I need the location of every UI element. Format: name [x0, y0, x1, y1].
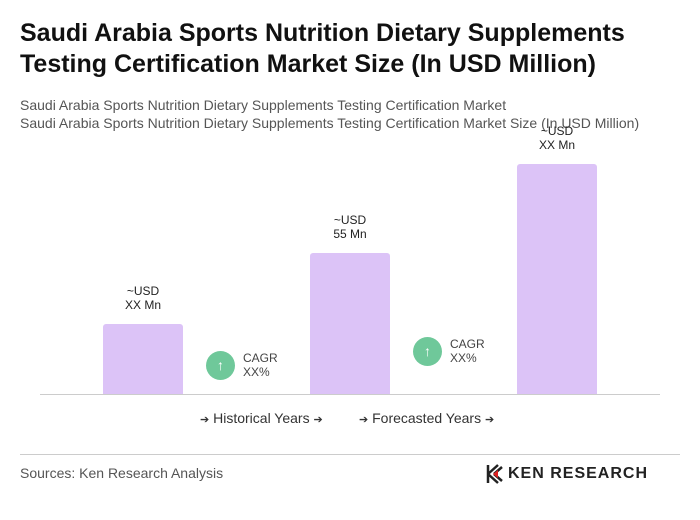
cagr-label: CAGR XX% [243, 351, 278, 379]
value-label: ~USD XX Mn [538, 124, 575, 152]
baseline [40, 394, 660, 395]
subtitle: Saudi Arabia Sports Nutrition Dietary Su… [20, 97, 507, 113]
bar [103, 323, 183, 394]
value-label: ~USD 55 Mn [333, 213, 367, 242]
logo-text: KEN RESEARCH [508, 465, 649, 482]
chart-title: Saudi Arabia Sports Nutrition Dietary Su… [20, 19, 625, 78]
logo-icon [486, 464, 503, 484]
logo: KEN RESEARCH [486, 464, 648, 484]
value-label: ~USD XX Mn [124, 283, 161, 312]
bar [517, 164, 597, 394]
legend-forecast: ➔ Forecasted Years ➔ [359, 410, 495, 426]
source: Sources: Ken Research Analysis [20, 465, 224, 481]
divider [20, 454, 680, 455]
cagr-label: CAGR XX% [450, 337, 485, 365]
cagr-icon: ↑ [413, 337, 442, 366]
legend-historical: ➔ Historical Years ➔ [200, 410, 323, 426]
bar [310, 253, 390, 394]
subtitle: Saudi Arabia Sports Nutrition Dietary Su… [20, 115, 640, 131]
legend-label: Forecasted Years [372, 410, 482, 426]
cagr-icon: ↑ [206, 351, 235, 380]
legend-label: Historical Years [213, 410, 310, 426]
